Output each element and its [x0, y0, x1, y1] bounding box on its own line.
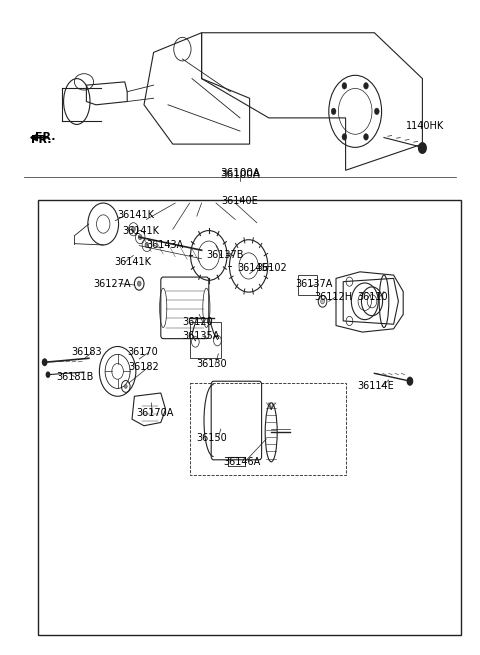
Circle shape [364, 83, 369, 89]
Circle shape [331, 108, 336, 115]
Text: 36170A: 36170A [137, 407, 174, 418]
Text: 36137A: 36137A [295, 279, 333, 290]
Circle shape [374, 108, 379, 115]
Text: 36135A: 36135A [182, 331, 220, 341]
Text: 36143A: 36143A [146, 240, 184, 250]
Text: 36120: 36120 [182, 316, 213, 327]
Text: 36110: 36110 [358, 292, 388, 303]
Bar [38, 200, 461, 635]
Circle shape [342, 134, 347, 140]
Text: 36141K: 36141K [114, 257, 151, 267]
Circle shape [137, 281, 141, 286]
Text: 36141K: 36141K [122, 225, 159, 236]
Circle shape [407, 377, 413, 386]
Text: 36150: 36150 [197, 432, 228, 443]
Text: 36114E: 36114E [358, 381, 395, 392]
Text: 36141K: 36141K [118, 210, 155, 220]
Circle shape [124, 384, 127, 388]
Text: 36130: 36130 [197, 358, 228, 369]
Text: 36145: 36145 [238, 263, 268, 273]
Circle shape [132, 227, 135, 232]
Text: 36170: 36170 [127, 347, 158, 358]
Circle shape [342, 83, 347, 89]
Circle shape [145, 242, 149, 248]
Text: 36146A: 36146A [223, 457, 261, 467]
Circle shape [46, 371, 50, 378]
Text: 36100A: 36100A [220, 170, 260, 180]
Text: 1140HK: 1140HK [406, 121, 444, 131]
Text: 36140E: 36140E [222, 196, 258, 206]
Text: 36182: 36182 [129, 362, 159, 372]
Circle shape [364, 134, 369, 140]
Text: 36183: 36183 [71, 347, 102, 358]
Circle shape [419, 143, 426, 153]
Text: 36137B: 36137B [206, 250, 244, 261]
Text: 36127A: 36127A [94, 278, 131, 289]
Bar [190, 322, 221, 358]
Circle shape [42, 358, 48, 366]
Circle shape [321, 299, 324, 304]
Text: FR.: FR. [35, 132, 55, 142]
Text: 36100A: 36100A [220, 168, 260, 178]
Circle shape [138, 234, 142, 240]
Text: FR.: FR. [31, 134, 52, 145]
Text: 36112H: 36112H [314, 292, 352, 303]
Text: 36181B: 36181B [57, 371, 94, 382]
Text: 36102: 36102 [257, 263, 288, 273]
